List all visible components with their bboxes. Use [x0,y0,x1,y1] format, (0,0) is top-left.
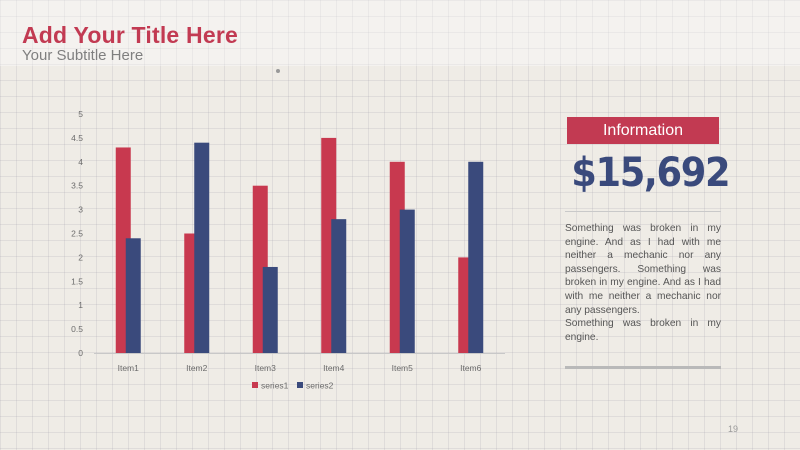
amount-value: $15,692 [571,150,730,196]
y-tick-label: 3.5 [71,181,83,191]
y-tick-label: 0.5 [71,324,83,334]
legend-swatch-series1 [252,382,258,388]
slide-subtitle: Your Subtitle Here [22,47,144,64]
bar-series2-item2 [194,142,210,353]
y-tick-label: 0 [78,348,83,358]
bar-series2-item6 [468,161,484,353]
y-tick-label: 1 [78,300,83,310]
x-tick-label: Item2 [186,363,208,373]
description-paragraph-1: Something was broken in my engine. And a… [565,223,721,316]
y-tick-label: 3 [78,205,83,215]
legend-label-series1: series1 [261,381,289,391]
bar-series2-item5 [399,209,415,353]
info-description: Something was broken in my engine. And a… [565,222,721,344]
bar-series2-item1 [125,238,141,353]
page-number: 19 [728,424,739,434]
bar-series2-item4 [331,219,347,353]
y-tick-label: 2 [78,252,83,262]
y-tick-label: 2.5 [71,229,83,239]
x-tick-label: Item1 [118,363,140,373]
information-banner: Information [567,117,719,144]
x-tick-label: Item4 [323,363,345,373]
legend-swatch-series2 [297,382,303,388]
y-tick-label: 1.5 [71,276,83,286]
y-tick-label: 4 [78,157,83,167]
info-divider [565,211,721,212]
title-band [0,0,800,66]
decorative-dot [276,69,280,73]
info-bottom-bar [565,366,721,369]
legend-label-series2: series2 [306,381,334,391]
x-tick-label: Item6 [460,363,482,373]
x-tick-label: Item5 [392,363,414,373]
slide-title: Add Your Title Here [22,22,238,48]
x-tick-label: Item3 [255,363,277,373]
y-tick-label: 4.5 [71,133,83,143]
y-tick-label: 5 [78,109,83,119]
description-paragraph-2: Something was broken in my engine. [565,318,721,343]
bar-series2-item3 [262,266,278,353]
